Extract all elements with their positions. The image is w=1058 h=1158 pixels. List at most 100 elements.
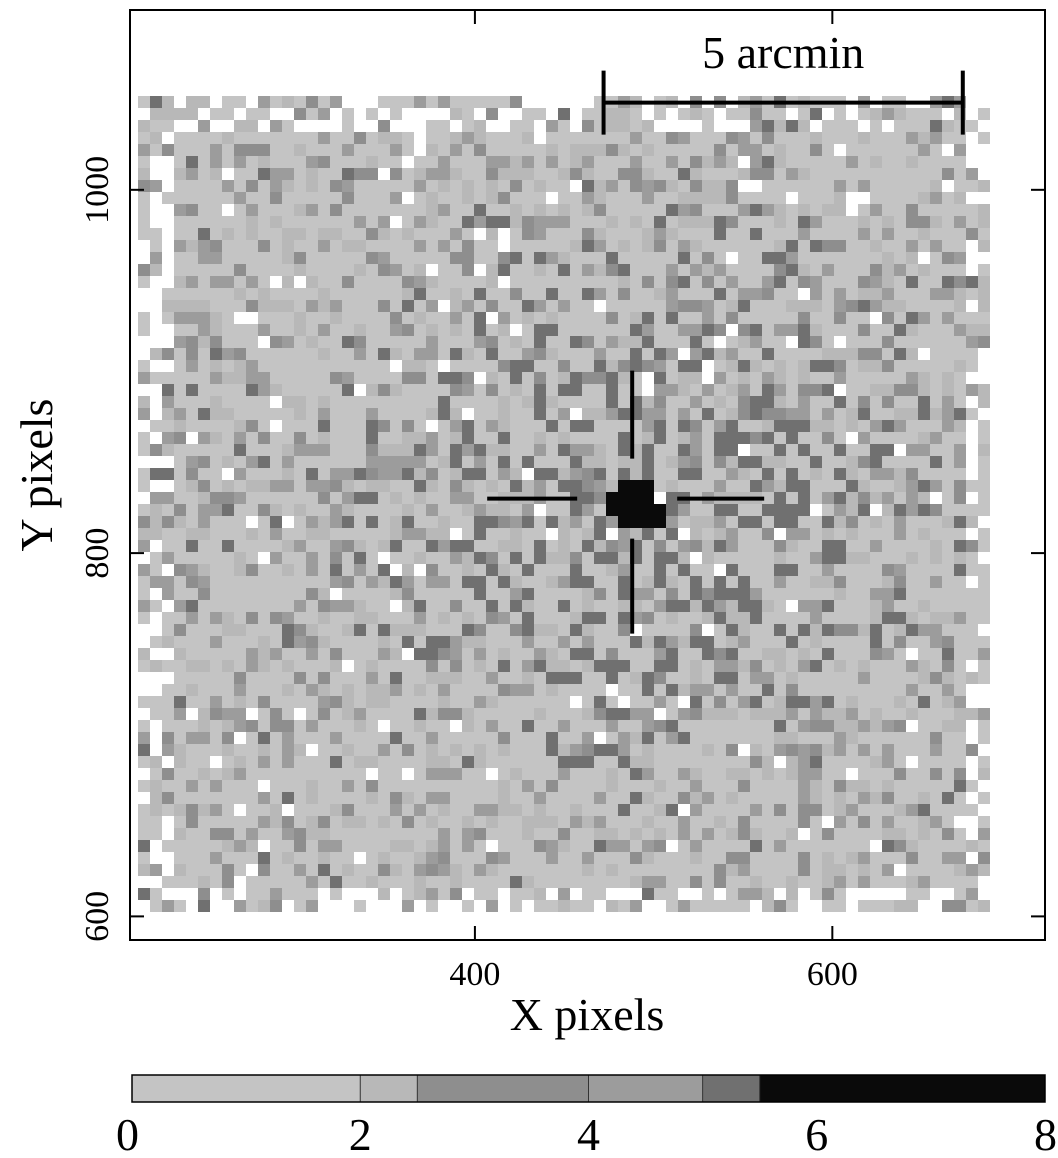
map-pixel bbox=[438, 804, 450, 816]
map-pixel bbox=[942, 732, 954, 744]
map-pixel bbox=[258, 516, 270, 528]
map-pixel bbox=[582, 516, 594, 528]
map-pixel bbox=[438, 228, 450, 240]
map-pixel bbox=[738, 708, 750, 720]
map-pixel bbox=[342, 156, 354, 168]
map-pixel bbox=[690, 684, 702, 696]
map-pixel bbox=[690, 228, 702, 240]
map-pixel bbox=[234, 252, 246, 264]
map-pixel bbox=[738, 528, 750, 540]
map-pixel bbox=[930, 372, 942, 384]
map-pixel bbox=[762, 180, 774, 192]
map-pixel bbox=[498, 564, 510, 576]
map-pixel bbox=[834, 312, 846, 324]
map-pixel bbox=[510, 744, 522, 756]
map-pixel bbox=[798, 372, 810, 384]
map-pixel bbox=[438, 444, 450, 456]
map-pixel bbox=[858, 552, 870, 564]
map-pixel bbox=[930, 456, 942, 468]
map-pixel bbox=[846, 372, 858, 384]
map-pixel bbox=[534, 672, 546, 684]
map-pixel bbox=[966, 804, 978, 816]
map-pixel bbox=[390, 732, 402, 744]
map-pixel bbox=[978, 648, 990, 660]
map-pixel bbox=[282, 408, 294, 420]
y-tick-label: 600 bbox=[79, 891, 116, 942]
map-pixel bbox=[270, 696, 282, 708]
map-pixel bbox=[462, 828, 474, 840]
map-pixel bbox=[774, 288, 786, 300]
map-pixel bbox=[558, 564, 570, 576]
map-pixel bbox=[726, 588, 738, 600]
map-pixel bbox=[366, 564, 378, 576]
map-pixel bbox=[234, 756, 246, 768]
map-pixel bbox=[354, 828, 366, 840]
map-pixel bbox=[726, 864, 738, 876]
map-pixel bbox=[270, 876, 282, 888]
map-pixel bbox=[450, 252, 462, 264]
map-pixel bbox=[234, 480, 246, 492]
map-pixel bbox=[606, 504, 618, 516]
map-pixel bbox=[942, 576, 954, 588]
map-pixel bbox=[438, 264, 450, 276]
map-pixel bbox=[822, 252, 834, 264]
map-pixel bbox=[882, 420, 894, 432]
map-pixel bbox=[798, 300, 810, 312]
map-pixel bbox=[462, 564, 474, 576]
map-pixel bbox=[378, 588, 390, 600]
map-pixel bbox=[426, 588, 438, 600]
map-pixel bbox=[642, 648, 654, 660]
map-pixel bbox=[294, 312, 306, 324]
map-pixel bbox=[198, 432, 210, 444]
map-pixel bbox=[918, 528, 930, 540]
map-pixel bbox=[762, 648, 774, 660]
map-pixel bbox=[282, 144, 294, 156]
map-pixel bbox=[354, 756, 366, 768]
map-pixel bbox=[498, 624, 510, 636]
map-pixel bbox=[606, 360, 618, 372]
map-pixel bbox=[822, 528, 834, 540]
map-pixel bbox=[750, 852, 762, 864]
map-pixel bbox=[810, 828, 822, 840]
map-pixel bbox=[954, 240, 966, 252]
map-pixel bbox=[282, 312, 294, 324]
map-pixel bbox=[810, 744, 822, 756]
map-pixel bbox=[786, 612, 798, 624]
map-pixel bbox=[858, 528, 870, 540]
map-pixel bbox=[918, 720, 930, 732]
map-pixel bbox=[426, 444, 438, 456]
map-pixel bbox=[654, 864, 666, 876]
map-pixel bbox=[846, 336, 858, 348]
map-pixel bbox=[918, 768, 930, 780]
map-pixel bbox=[870, 588, 882, 600]
map-pixel bbox=[570, 240, 582, 252]
map-pixel bbox=[546, 624, 558, 636]
map-pixel bbox=[654, 684, 666, 696]
map-pixel bbox=[294, 792, 306, 804]
map-pixel bbox=[714, 372, 726, 384]
map-pixel bbox=[246, 336, 258, 348]
map-pixel bbox=[882, 768, 894, 780]
map-pixel bbox=[606, 840, 618, 852]
map-pixel bbox=[726, 888, 738, 900]
map-pixel bbox=[522, 156, 534, 168]
map-pixel bbox=[726, 720, 738, 732]
map-pixel bbox=[906, 588, 918, 600]
map-pixel bbox=[294, 408, 306, 420]
map-pixel bbox=[222, 336, 234, 348]
map-pixel bbox=[942, 228, 954, 240]
map-pixel bbox=[738, 756, 750, 768]
map-pixel bbox=[606, 276, 618, 288]
map-pixel bbox=[174, 492, 186, 504]
map-pixel bbox=[846, 828, 858, 840]
map-pixel bbox=[930, 732, 942, 744]
map-pixel bbox=[474, 324, 486, 336]
map-pixel bbox=[234, 288, 246, 300]
map-pixel bbox=[366, 816, 378, 828]
map-pixel bbox=[570, 660, 582, 672]
map-pixel bbox=[138, 588, 150, 600]
map-pixel bbox=[630, 120, 642, 132]
map-pixel bbox=[594, 408, 606, 420]
map-pixel bbox=[234, 372, 246, 384]
map-pixel bbox=[762, 312, 774, 324]
